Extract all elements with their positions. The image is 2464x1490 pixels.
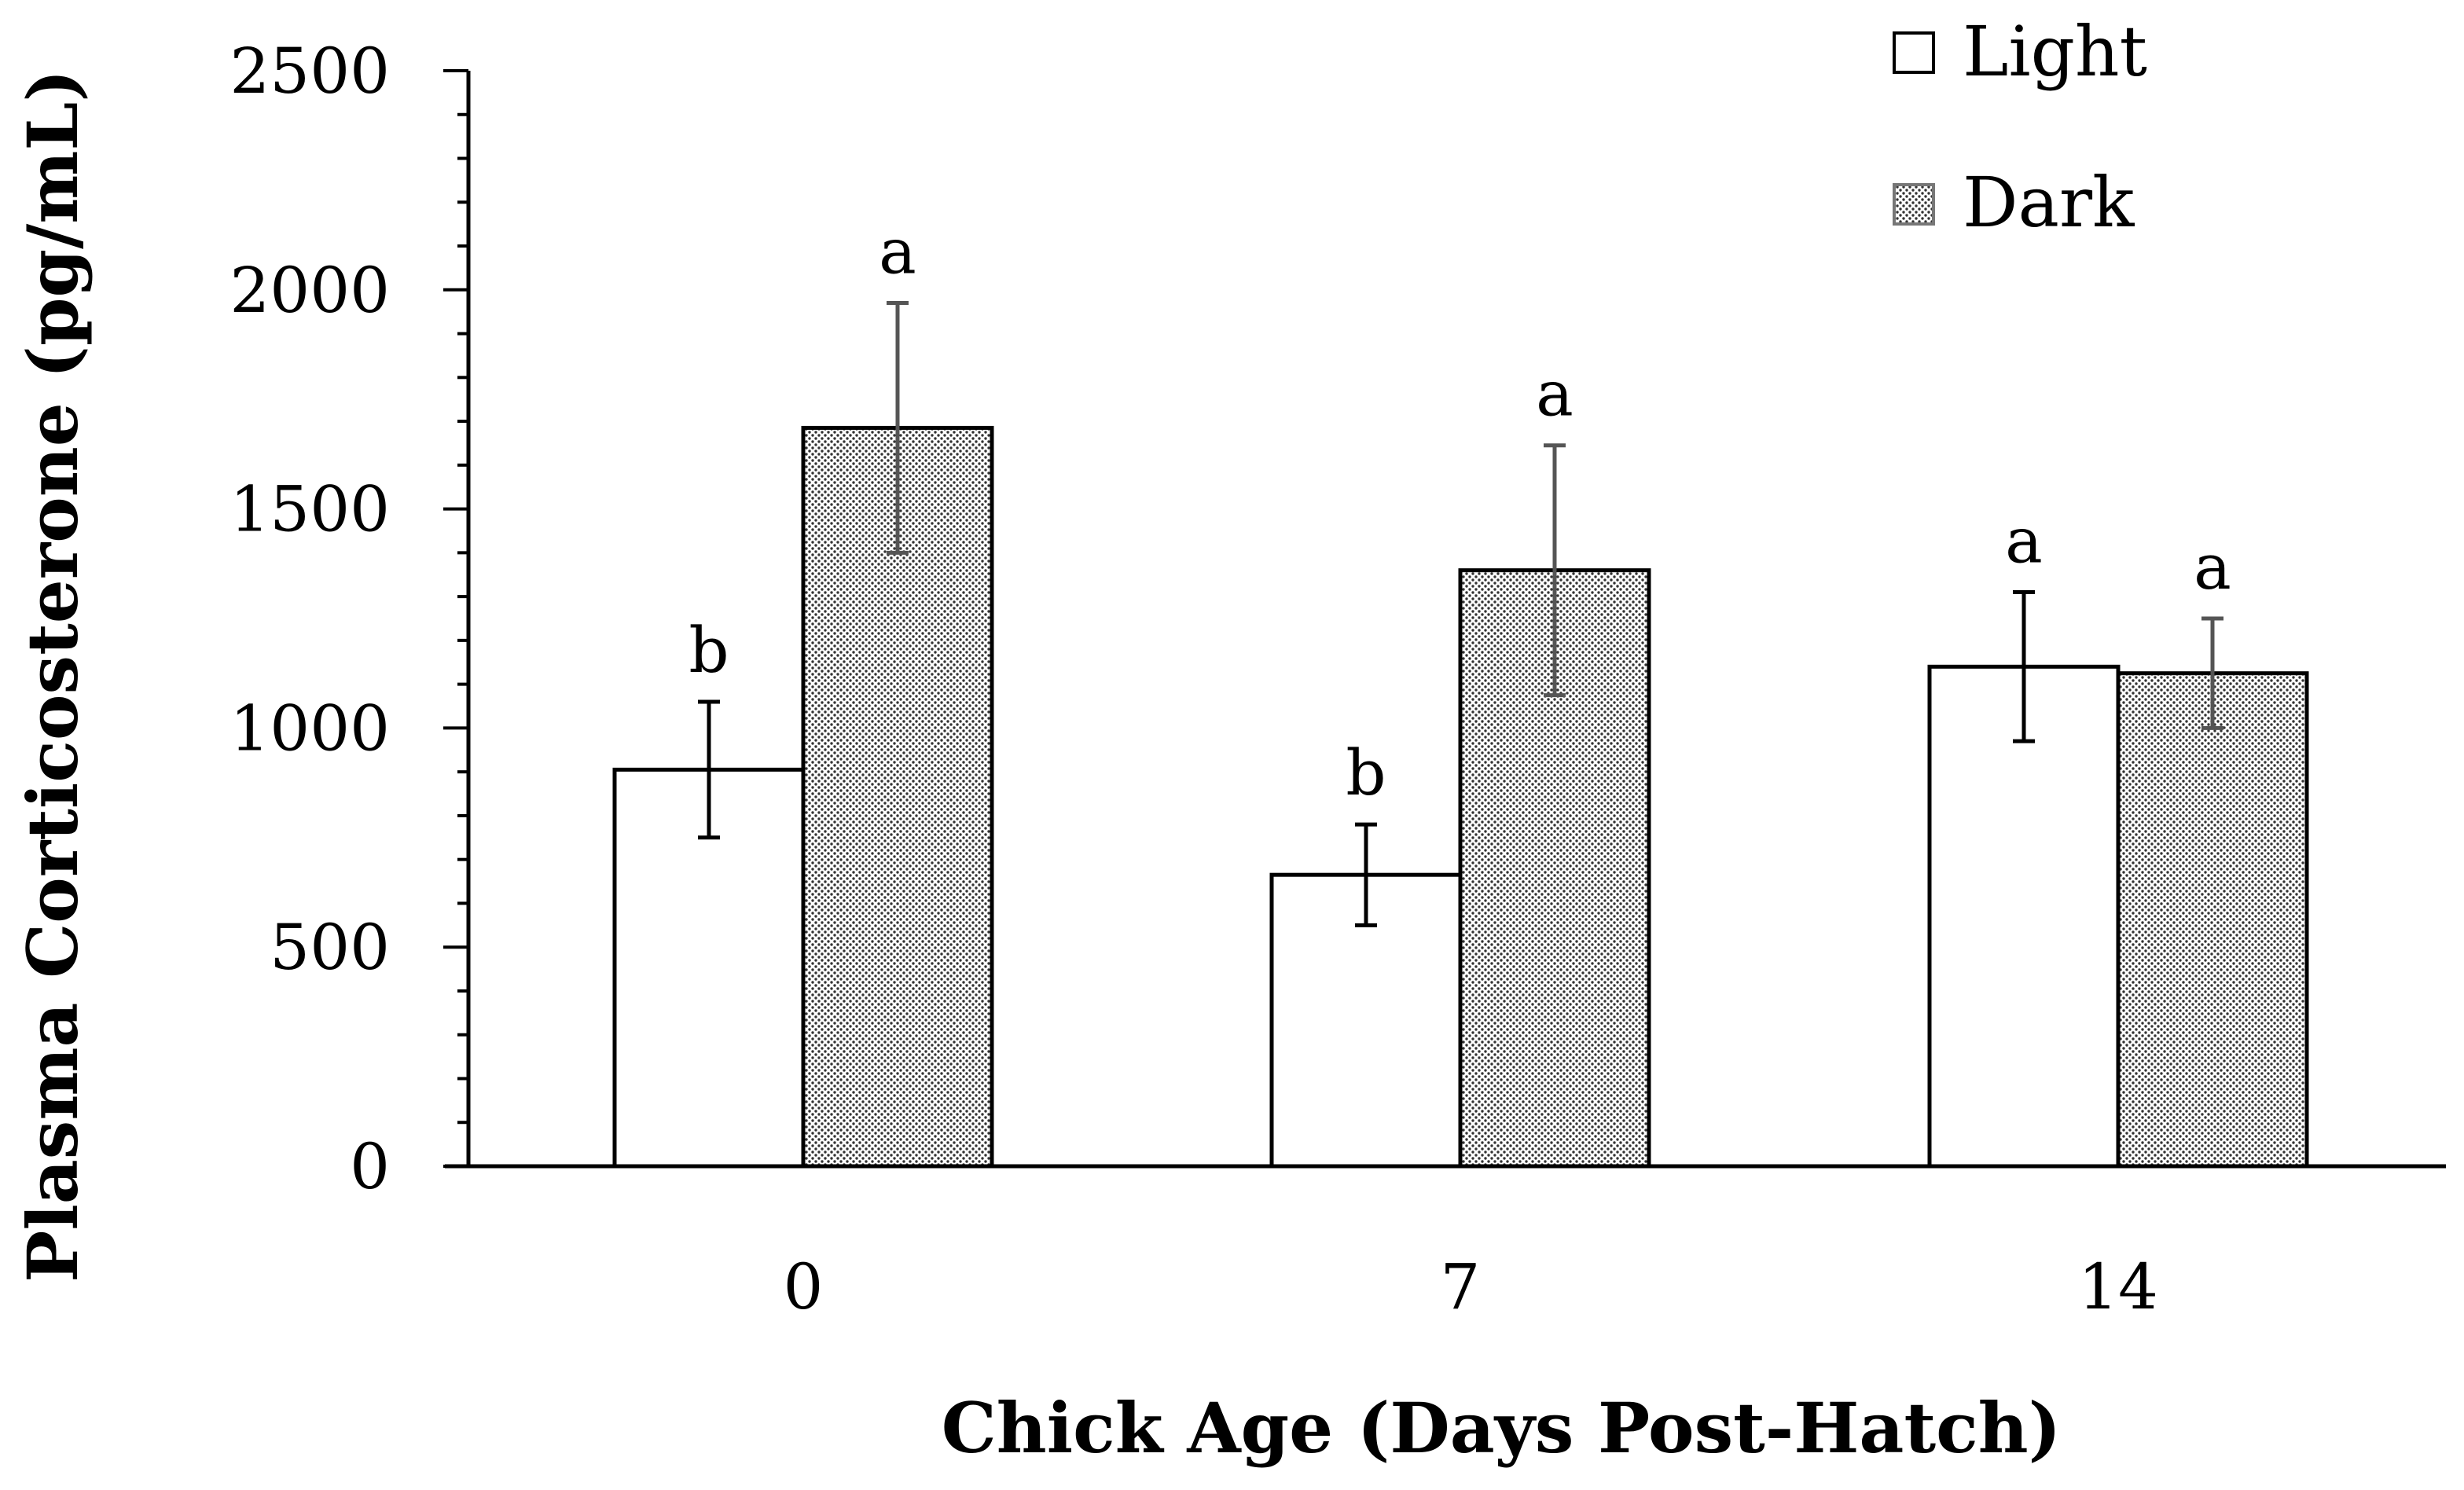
legend-label-dark: Dark — [1963, 162, 2135, 243]
x-tick-label: 7 — [1441, 1250, 1481, 1323]
error-bars-layer — [698, 301, 2223, 927]
significance-label: a — [2194, 530, 2231, 604]
y-tick-label: 1500 — [230, 473, 390, 546]
x-tick-label: 0 — [784, 1250, 824, 1323]
legend-swatch-light — [1893, 31, 1935, 74]
significance-label: b — [1346, 736, 1386, 809]
legend-label-light: Light — [1963, 11, 2147, 92]
significance-label: a — [2005, 505, 2043, 578]
y-tick-label: 2500 — [230, 35, 390, 108]
x-tick-label: 14 — [2078, 1250, 2158, 1323]
significance-label: a — [1536, 358, 1574, 431]
axes-layer — [443, 69, 2446, 1169]
y-tick-label: 1000 — [230, 692, 390, 765]
significance-label: a — [879, 215, 916, 288]
legend: Light Dark — [1893, 11, 2147, 243]
bar-dark-day-14 — [2116, 671, 2309, 1169]
x-axis-title: Chick Age (Days Post-Hatch) — [942, 1387, 2062, 1469]
bars-layer — [612, 425, 2309, 1169]
y-tick-label: 500 — [270, 911, 390, 984]
legend-swatch-dark — [1893, 183, 1935, 226]
labels-layer: 0 500 1000 1500 2000 2500 0 b a 7 b a 14 a a — [230, 35, 2231, 1323]
y-axis-title: Plasma Corticosterone (pg/mL) — [12, 69, 94, 1283]
significance-label: b — [689, 614, 729, 687]
y-tick-label: 2000 — [230, 254, 390, 327]
y-tick-label: 0 — [350, 1130, 390, 1203]
